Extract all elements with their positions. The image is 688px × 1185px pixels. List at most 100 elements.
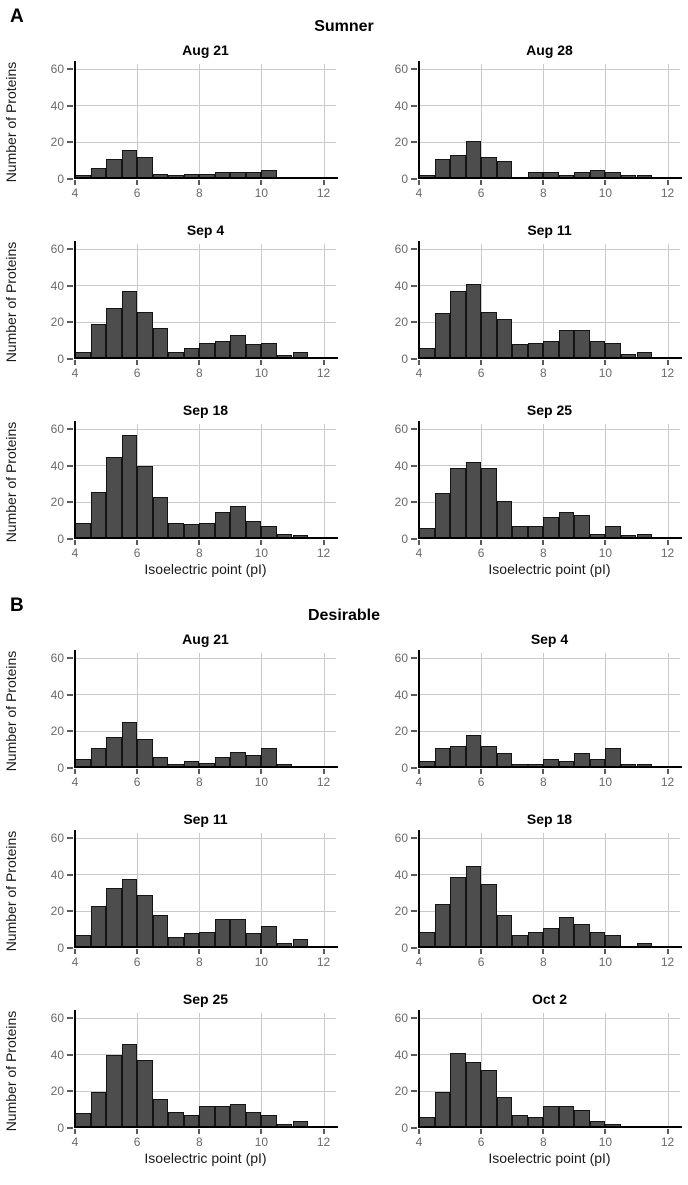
plot-area — [418, 421, 682, 539]
gridline-horizontal — [75, 1017, 336, 1019]
x-tick-label: 8 — [195, 775, 203, 789]
y-axis-line — [74, 830, 76, 948]
plot-area — [418, 830, 682, 948]
histogram-bar — [450, 876, 466, 948]
y-tick-mark — [67, 947, 73, 949]
y-axis-line — [418, 241, 420, 359]
x-tick-row: 4 6 8 10 12 — [0, 539, 344, 560]
x-tick-mark — [74, 360, 76, 365]
histogram-bar — [137, 465, 153, 539]
subplot: Sep 18 Number of Proteins 0 20 40 60 4 6 8 10 12 Is… — [0, 402, 344, 583]
x-tick-mark — [136, 949, 139, 954]
gridline-vertical — [667, 833, 669, 948]
x-tick-label: 8 — [539, 955, 547, 969]
x-axis-line — [419, 766, 682, 768]
histogram-bar — [90, 747, 107, 768]
gridline-vertical — [137, 244, 139, 359]
x-tick-mark — [480, 949, 483, 954]
x-tick-mark — [74, 1129, 76, 1134]
x-tick-row: 4 6 8 10 12 — [0, 948, 344, 969]
x-tick-mark — [418, 1129, 420, 1134]
y-tick-label: 60 — [394, 1011, 408, 1026]
subplot-body: 0 20 40 60 — [344, 241, 688, 366]
plot-area — [74, 1010, 338, 1128]
panel-title: Desirable — [307, 607, 381, 624]
x-tick-mark — [542, 540, 545, 545]
x-tick-mark — [260, 540, 263, 545]
y-axis-title-spacer — [344, 1013, 366, 1128]
x-tick-label: 10 — [254, 1135, 269, 1149]
y-tick-mark — [67, 358, 73, 360]
subplot-title: Sep 11 — [183, 811, 228, 827]
x-tick-mark — [542, 769, 545, 774]
x-axis-title: Isoelectric point (pI) — [144, 561, 267, 577]
x-tick-label: 8 — [539, 366, 547, 380]
x-tick-label: 8 — [539, 775, 547, 789]
x-tick-label: 8 — [539, 186, 547, 200]
histogram-bar — [450, 1053, 466, 1128]
y-tick-mark — [67, 141, 73, 144]
x-tick-label: 10 — [598, 366, 613, 380]
x-tick-label: 8 — [195, 186, 203, 200]
x-tick-mark — [322, 769, 325, 774]
x-tick-label: 4 — [415, 546, 423, 560]
y-tick-mark — [411, 428, 417, 431]
gridline-horizontal — [419, 837, 680, 839]
x-tick-label: 4 — [415, 775, 423, 789]
panel-sumner: A Sumner Aug 21 Number of Proteins 0 20 40 60… — [0, 4, 688, 583]
gridline-horizontal — [75, 657, 336, 659]
x-tick-mark — [322, 949, 325, 954]
plot-area — [418, 1010, 682, 1128]
x-tick-row: 4 6 8 10 12 — [344, 768, 688, 789]
x-tick-label: 12 — [316, 366, 331, 380]
x-axis-line — [419, 1126, 682, 1128]
gridline-vertical — [199, 64, 201, 179]
gridline-vertical — [667, 64, 669, 179]
histogram-bar — [558, 511, 575, 539]
histogram-bar — [121, 149, 138, 179]
y-tick-label: 40 — [50, 458, 64, 473]
x-tick-label: 6 — [477, 186, 485, 200]
gridline-horizontal — [419, 248, 680, 250]
subplot-body: Number of Proteins 0 20 40 60 — [0, 830, 344, 955]
x-tick-mark — [136, 180, 139, 185]
gridline-vertical — [605, 424, 607, 539]
x-tick-labels: 4 6 8 10 12 — [72, 768, 336, 789]
x-tick-label: 12 — [660, 955, 675, 969]
y-axis-title-text: Number of Proteins — [3, 61, 19, 182]
histogram-bar — [496, 500, 513, 539]
x-tick-mark — [136, 769, 139, 774]
y-tick-label: 60 — [50, 831, 64, 846]
histogram-bar — [434, 158, 451, 179]
y-tick-mark — [67, 1053, 73, 1056]
x-axis-line — [419, 177, 682, 179]
gridline-horizontal — [75, 694, 336, 696]
y-tick-label: 0 — [401, 941, 408, 955]
x-tick-mark — [418, 540, 420, 545]
gridline-horizontal — [75, 874, 336, 876]
x-tick-label: 6 — [133, 1135, 141, 1149]
gridline-vertical — [667, 244, 669, 359]
x-tick-mark — [666, 540, 669, 545]
subplot-title: Aug 21 — [182, 42, 229, 58]
subplot-body: 0 20 40 60 — [344, 61, 688, 186]
y-tick-mark — [411, 104, 417, 107]
y-tick-label: 20 — [394, 315, 408, 330]
y-tick-mark — [411, 248, 417, 251]
y-axis-title-spacer — [344, 653, 366, 768]
y-axis-line — [74, 421, 76, 539]
histogram-bar — [261, 747, 277, 768]
subplot: Sep 25 Number of Proteins 0 20 40 60 4 6 8 10 12 Is… — [0, 991, 344, 1172]
y-tick-label: 0 — [401, 532, 408, 546]
y-tick-mark — [411, 730, 417, 733]
x-axis-line — [419, 357, 682, 359]
histogram-bar — [137, 311, 153, 359]
x-tick-mark — [198, 949, 201, 954]
histogram-bar — [137, 1060, 153, 1128]
gridline-vertical — [605, 244, 607, 359]
gridline-horizontal — [419, 105, 680, 107]
gridline-vertical — [543, 833, 545, 948]
histogram-bar — [121, 1044, 138, 1128]
plot-area — [74, 241, 338, 359]
y-tick-labels: 0 20 40 60 — [366, 651, 419, 775]
